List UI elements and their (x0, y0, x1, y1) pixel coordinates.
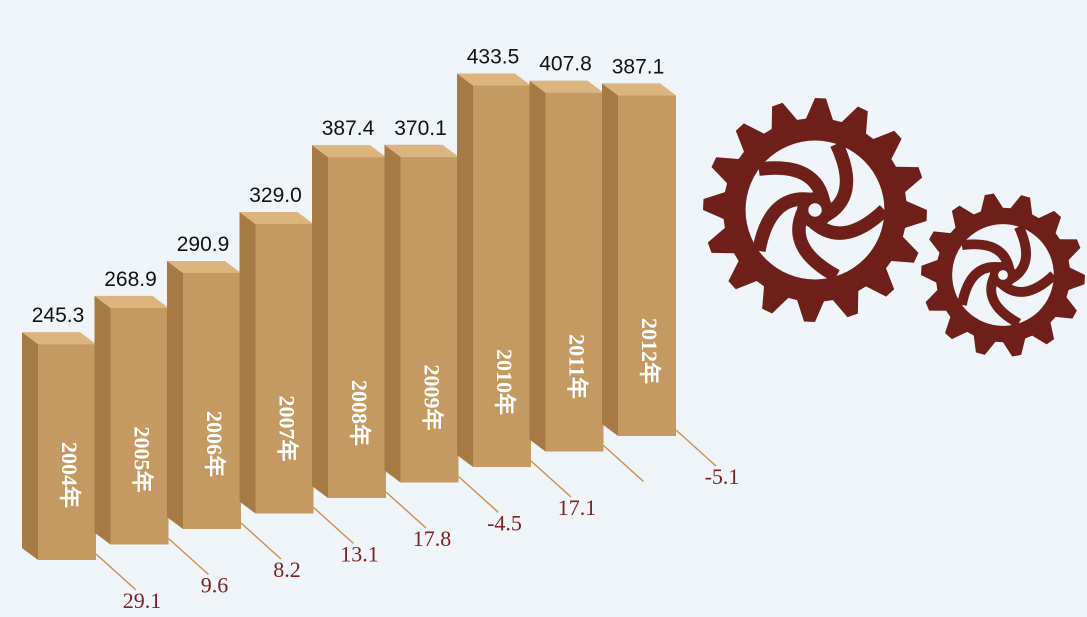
category-label: 2011年 (564, 334, 589, 399)
leader-line (167, 537, 210, 576)
growth-label: 9.6 (201, 573, 229, 598)
category-label: 2004年 (57, 442, 82, 508)
bar-top (602, 83, 676, 96)
gear-axle (808, 203, 822, 217)
bar (618, 95, 676, 437)
bar-top (239, 211, 314, 224)
leader-line (95, 553, 137, 591)
growth-label: 17.1 (558, 495, 597, 520)
category-label: 2009年 (419, 364, 444, 430)
bar-side (239, 211, 256, 514)
leader-line (312, 506, 355, 545)
bar-side (312, 145, 328, 498)
bar-side (167, 261, 183, 529)
category-label: 2012年 (637, 318, 662, 384)
bar-top (167, 261, 241, 274)
growth-label: 13.1 (340, 542, 379, 567)
growth-label: -5.1 (705, 464, 740, 489)
growth-label: 17.8 (413, 526, 452, 551)
bar-top (384, 144, 459, 157)
leader-line (385, 491, 427, 529)
bar-side (602, 83, 618, 437)
bar (328, 157, 386, 498)
growth-label: 8.2 (273, 557, 301, 582)
bar-side (529, 80, 546, 452)
bar (545, 92, 604, 452)
value-label: 407.8 (539, 53, 592, 76)
value-label: 370.1 (394, 117, 447, 140)
value-label: 433.5 (467, 46, 520, 69)
leader-line (457, 475, 500, 514)
value-label: 268.9 (104, 268, 157, 291)
gear-axle (998, 270, 1008, 280)
bar-side (22, 332, 38, 560)
category-label: 2008年 (347, 380, 372, 446)
value-label: 245.3 (32, 304, 85, 327)
bar-side (457, 73, 473, 468)
bar-side (384, 144, 401, 483)
leader-line (602, 444, 645, 483)
gears (703, 98, 1085, 357)
leader-line (530, 460, 572, 498)
category-label: 2007年 (274, 395, 299, 461)
leader-line (675, 429, 717, 467)
bar (183, 273, 241, 529)
bar (110, 307, 169, 545)
value-label: 387.1 (612, 55, 665, 78)
bar (255, 223, 314, 514)
growth-label: 29.1 (123, 588, 162, 613)
bar-top (529, 80, 604, 93)
value-label: 329.0 (249, 184, 302, 207)
bar (473, 85, 531, 468)
bar-top (22, 332, 96, 345)
leader-line (240, 522, 282, 560)
bar-side (94, 295, 111, 545)
bar-top (457, 73, 531, 86)
value-label: 387.4 (322, 117, 375, 140)
category-label: 2010年 (492, 349, 517, 415)
bar (400, 156, 459, 483)
growth-label: -4.5 (487, 511, 522, 536)
bar (38, 344, 96, 560)
category-label: 2005年 (129, 426, 154, 492)
value-label: 290.9 (177, 233, 230, 256)
bar-top (312, 145, 386, 158)
category-label: 2006年 (202, 411, 227, 477)
bar-top (94, 295, 169, 308)
